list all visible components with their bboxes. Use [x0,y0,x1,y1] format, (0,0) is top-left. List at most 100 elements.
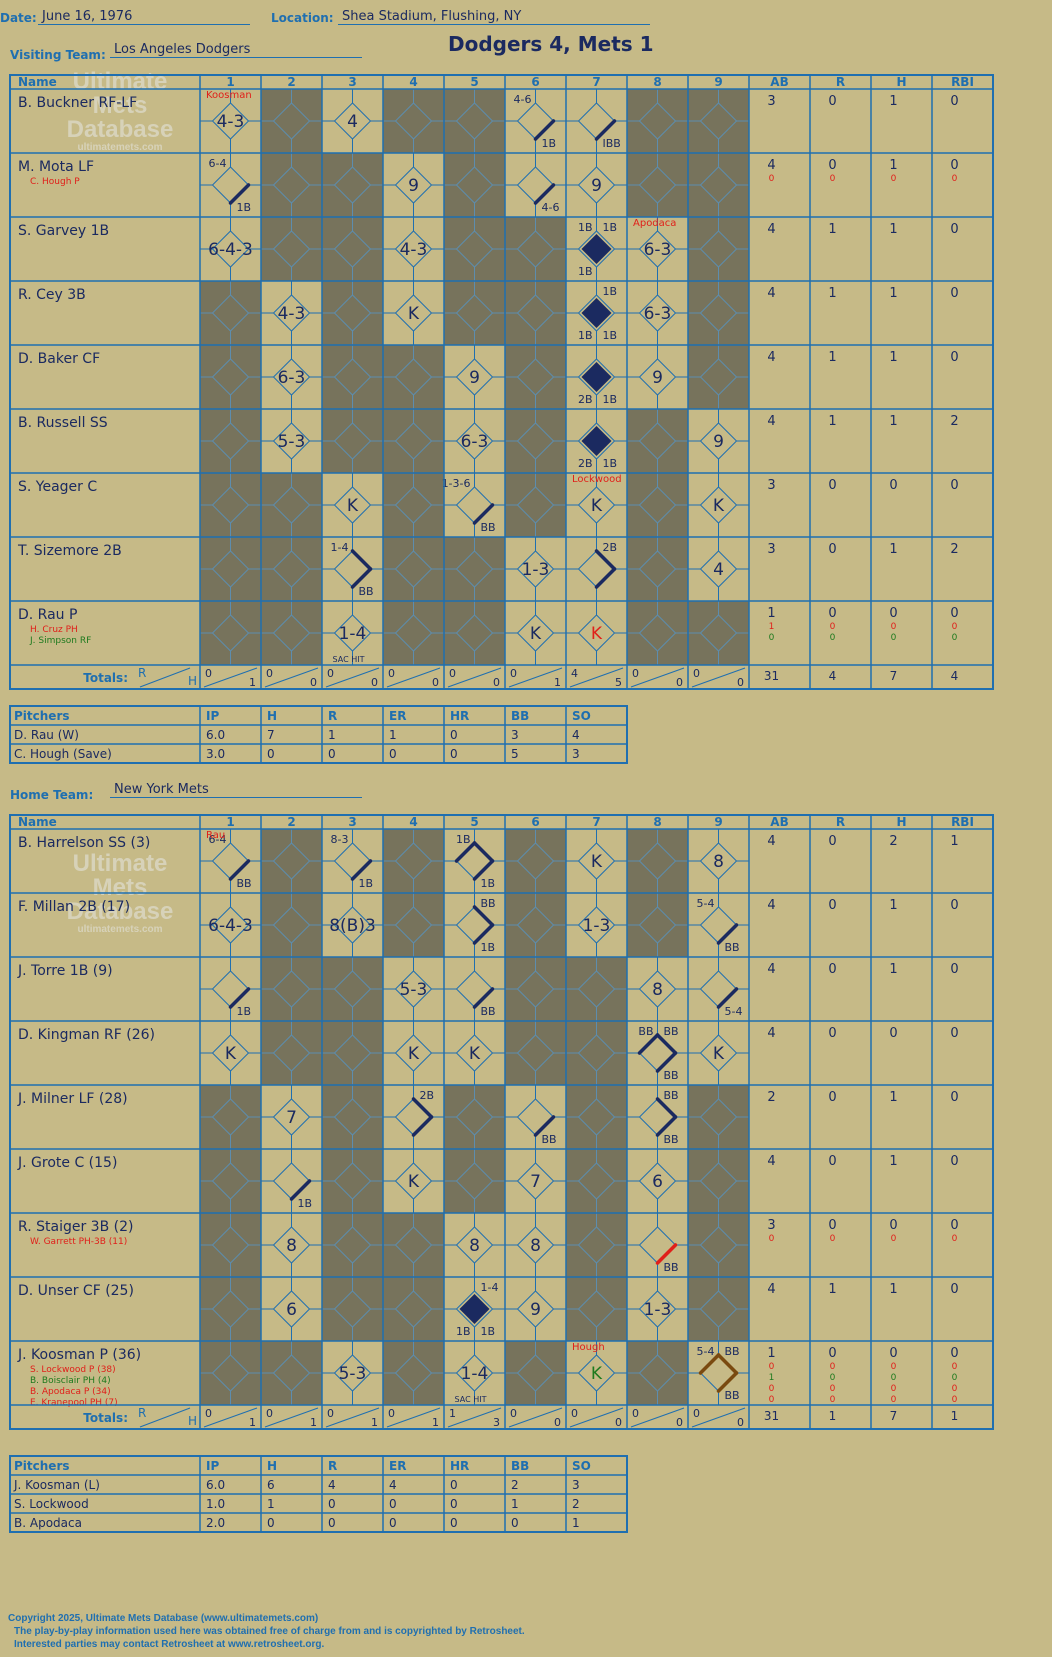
pitcher-stat: 3 [572,747,580,761]
play-notation: 4-3 [278,304,306,324]
inning-hits-total: 0 [676,1416,683,1429]
batter-stat: 0 [769,1234,775,1244]
column-header-inning: 1 [226,75,234,89]
play-detail: 1B [603,285,618,298]
play-notation: 9 [652,368,663,388]
inning-runs-total: 0 [510,1407,517,1420]
pitcher-table-header: R [328,709,337,723]
batter-stat: 0 [769,174,775,184]
visiting-team-label: Visiting Team: [10,48,106,62]
pitcher-table-header: Pitchers [14,1459,70,1473]
batter-stat: 3 [767,94,775,109]
play-detail: BB [359,585,374,598]
inning-runs-total: 0 [388,1407,395,1420]
basepath-line [472,859,495,881]
batter-stat: 0 [952,1373,958,1383]
pitcher-name: B. Apodaca [14,1516,82,1530]
game-score-title: Dodgers 4, Mets 1 [448,32,654,56]
inning-total-divider [264,667,319,688]
inning-runs-total: 0 [327,667,334,680]
substitute-name: E. Kranepool PH (7) [30,1398,118,1408]
basepath-line [716,1353,739,1375]
play-detail: 8-3 [331,833,349,846]
run-scored-diamond [459,1294,490,1324]
totals-divider [139,1407,191,1428]
inning-total-divider [630,667,685,688]
play-detail: 2B [603,541,618,554]
play-notation: 8 [713,852,724,872]
pitcher-table-header: SO [572,1459,591,1473]
batter-stat: 0 [952,1384,958,1394]
inning-runs-total: 0 [571,1407,578,1420]
play-notation: K [469,1044,481,1064]
pitcher-stat: 3 [511,728,519,742]
play-detail: 1B [603,393,618,406]
play-detail: 1B [359,877,374,890]
batter-stat: 0 [950,1282,958,1297]
play-notation: 8 [286,1236,297,1256]
batter-stat: 1 [828,222,836,237]
basepath-line [594,119,617,141]
play-detail: 1B [603,221,618,234]
pitcher-table-header: HR [450,709,469,723]
pitcher-stat: 6 [267,1478,275,1492]
batter-name: J. Koosman P (36) [17,1347,141,1363]
basepath-line [533,1115,556,1137]
pitcher-stat: 0 [450,1497,458,1511]
batter-name: D. Kingman RF (26) [18,1027,155,1043]
column-header-stat: RBI [951,815,974,829]
pitcher-stat: 0 [267,1516,275,1530]
batter-stat: 0 [950,898,958,913]
batter-stat: 0 [952,1362,958,1372]
batter-stat: 0 [891,1384,897,1394]
play-detail: 5-4 [725,1005,743,1018]
play-notation: K [408,1172,420,1192]
batter-name: J. Torre 1B (9) [17,963,113,979]
batter-stat: 1 [950,834,958,849]
play-detail: 2B [578,457,593,470]
play-notation: 9 [530,1300,541,1320]
batter-name: T. Sizemore 2B [17,543,122,559]
play-detail: 1B [481,877,496,890]
pitcher-stat: 2 [511,1478,519,1492]
batter-stat: 0 [891,1362,897,1372]
play-detail: 4-6 [514,93,532,106]
copyright-line: Copyright 2025, Ultimate Mets Database (… [8,1613,319,1624]
play-detail: 1B [237,201,252,214]
play-detail: BB [664,1025,679,1038]
column-header-inning: 5 [470,75,478,89]
pitcher-stat: 1 [572,1516,580,1530]
play-detail: BB [725,941,740,954]
copyright-notice: Copyright 2025, Ultimate Mets Database (… [8,1612,525,1651]
batter-stat: 1 [889,158,897,173]
inning-hits-total: 0 [493,676,500,689]
batter-stat: 0 [830,622,836,632]
pitcher-table-header: H [267,709,277,723]
batter-stat: 1 [769,1373,775,1383]
batter-stat: 0 [950,350,958,365]
pitcher-stat: 5 [511,747,519,761]
column-header-name: Name [18,815,57,829]
batter-stat: 0 [950,222,958,237]
play-notation: 9 [469,368,480,388]
play-detail: 1B [578,329,593,342]
pitcher-table-border [9,705,628,764]
team-stat-total: 7 [890,1409,898,1423]
batter-stat: 0 [828,478,836,493]
inning-runs-total: 1 [449,1407,456,1420]
batter-stat: 4 [767,1026,775,1041]
play-notation: 6-3 [644,240,672,260]
play-notation: 6-3 [461,432,489,452]
play-notation: 1-3 [583,916,611,936]
inning-runs-total: 0 [266,1407,273,1420]
team-stat-total: 4 [829,669,837,683]
inning-total-divider [386,667,441,688]
batter-stat: 1 [767,606,775,621]
play-notation: 5-3 [278,432,306,452]
play-detail: 1-3-6 [442,477,471,490]
play-notation: 1-3 [522,560,550,580]
inning-hits-total: 0 [310,676,317,689]
pitcher-stat: 0 [389,1516,397,1530]
play-notation: K [591,1364,603,1384]
